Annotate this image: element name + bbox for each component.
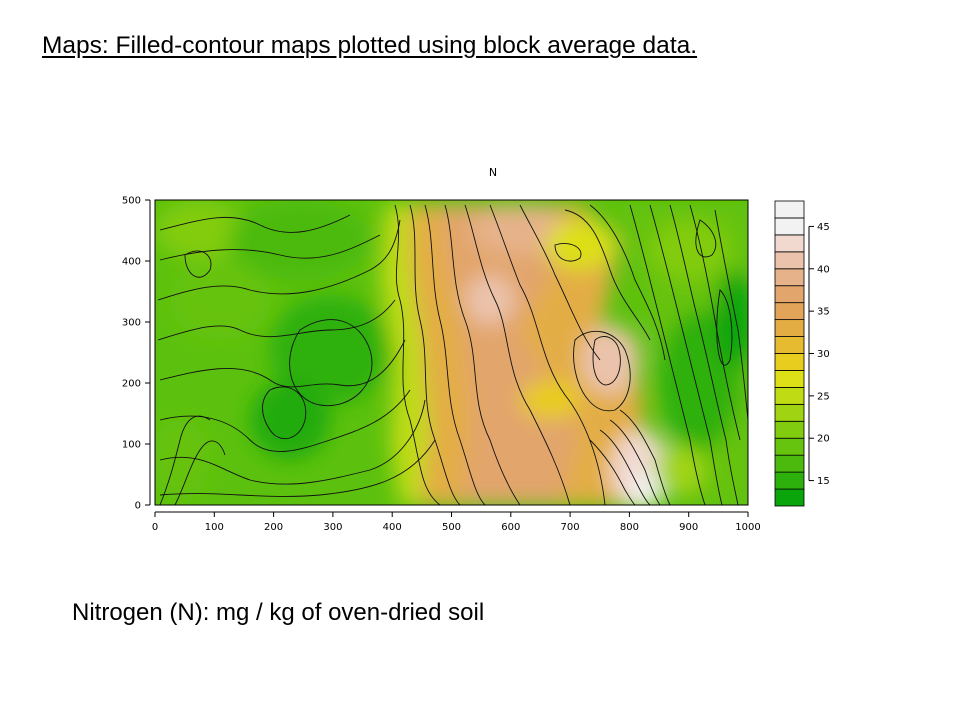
x-tick-label: 1000 (735, 522, 760, 533)
colorbar-swatch (774, 370, 805, 388)
colorbar-swatch (774, 200, 805, 219)
x-tick-label: 600 (501, 522, 520, 533)
y-tick-label: 300 (122, 318, 141, 329)
colorbar-swatch (774, 302, 805, 321)
colorbar-swatch (774, 471, 805, 490)
plot-frame (154, 199, 749, 506)
x-tick-label: 400 (383, 522, 402, 533)
colorbar-swatch (774, 488, 805, 507)
colorbar-tick-label: 35 (817, 307, 830, 318)
colorbar-swatch (774, 217, 805, 236)
colorbar-tick-label: 15 (817, 476, 830, 487)
y-tick-label: 200 (122, 379, 141, 390)
contour-field (155, 200, 748, 505)
caption: Nitrogen (N): mg / kg of oven-dried soil (72, 599, 485, 626)
x-tick-label: 200 (264, 522, 283, 533)
y-tick-label: 500 (122, 196, 141, 207)
plot-title: N (488, 166, 498, 179)
y-tick-label: 400 (122, 257, 141, 268)
x-tick-label: 0 (152, 522, 158, 533)
colorbar-swatch (774, 420, 805, 439)
x-tick-label: 800 (620, 522, 639, 533)
colorbar-swatch (774, 386, 805, 405)
x-tick-label: 100 (205, 522, 224, 533)
colorbar-swatch (774, 437, 805, 456)
colorbar: 15 20 25 30 35 40 45 (774, 200, 830, 507)
contour-lines (157, 204, 748, 505)
colorbar-swatch (774, 353, 805, 371)
y-tick-label: 0 (135, 501, 141, 512)
x-tick-label: 300 (323, 522, 342, 533)
y-axis: 0 100 200 300 400 500 (122, 196, 151, 512)
x-tick-label: 900 (679, 522, 698, 533)
colorbar-swatch (774, 234, 805, 253)
colorbar-tick-label: 45 (817, 222, 830, 233)
colorbar-swatch (774, 285, 805, 304)
x-tick-label: 700 (561, 522, 580, 533)
colorbar-swatch (774, 403, 805, 422)
colorbar-swatch (774, 454, 805, 473)
colorbar-tick-label: 40 (817, 264, 830, 275)
colorbar-swatch (774, 319, 805, 337)
colorbar-tick-label: 25 (817, 391, 830, 402)
colorbar-swatch (774, 268, 805, 287)
x-axis: 0 100 200 300 400 500 600 700 800 900 1000 (152, 511, 761, 533)
colorbar-tick-label: 30 (817, 349, 830, 360)
y-tick-label: 100 (122, 440, 141, 451)
x-tick-label: 500 (442, 522, 461, 533)
colorbar-swatch (774, 251, 805, 270)
colorbar-tick-label: 20 (817, 434, 830, 445)
slide-title: Maps: Filled-contour maps plotted using … (42, 32, 698, 59)
colorbar-swatch (774, 336, 805, 354)
